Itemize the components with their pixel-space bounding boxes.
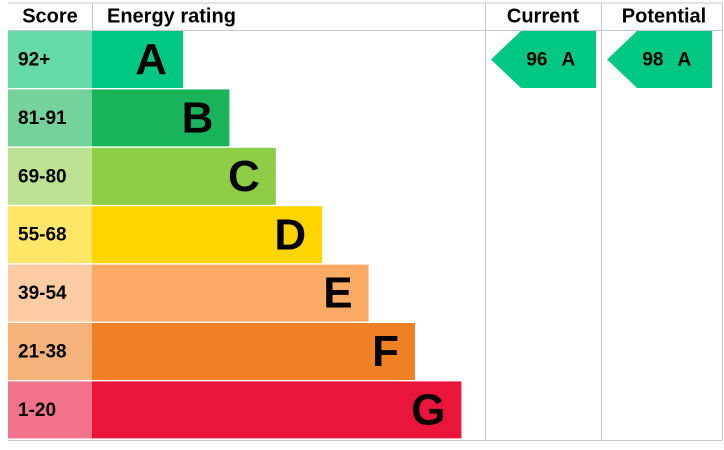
score-label: 69-80: [18, 166, 67, 187]
score-cell: [8, 381, 92, 439]
rating-bar: [92, 147, 276, 205]
rating-letter: F: [372, 327, 399, 376]
rating-letter: A: [135, 35, 167, 84]
rating-bar: [92, 89, 230, 147]
score-cell: [8, 323, 92, 380]
rating-bar: [92, 381, 462, 439]
rating-bar: [92, 323, 415, 380]
score-label: 21-38: [18, 342, 67, 363]
score-cell: [8, 147, 92, 205]
score-label: 55-68: [18, 225, 67, 246]
rating-letter: B: [182, 94, 214, 143]
score-label: 92+: [18, 50, 50, 71]
score-cell: [8, 31, 92, 88]
rating-letter: D: [274, 210, 306, 259]
score-label: 81-91: [18, 108, 67, 129]
current-letter: A: [562, 50, 576, 71]
header-rating: Energy rating: [107, 5, 236, 27]
rating-bar: [92, 264, 369, 322]
current-arrow: [491, 31, 596, 88]
score-label: 1-20: [18, 400, 56, 421]
score-cell: [8, 206, 92, 264]
score-cell: [8, 264, 92, 322]
score-label: 39-54: [18, 283, 67, 304]
current-value: 96: [526, 50, 547, 71]
potential-arrow: [607, 31, 712, 88]
header-score: Score: [22, 5, 78, 27]
header-current: Current: [507, 5, 580, 27]
rating-letter: E: [323, 269, 352, 318]
potential-letter: A: [678, 50, 692, 71]
rating-letter: G: [411, 386, 445, 435]
rating-letter: C: [228, 152, 260, 201]
score-cell: [8, 89, 92, 147]
rating-bar: [92, 31, 183, 88]
potential-value: 98: [642, 50, 663, 71]
header-potential: Potential: [622, 5, 706, 27]
rating-bar: [92, 206, 323, 264]
